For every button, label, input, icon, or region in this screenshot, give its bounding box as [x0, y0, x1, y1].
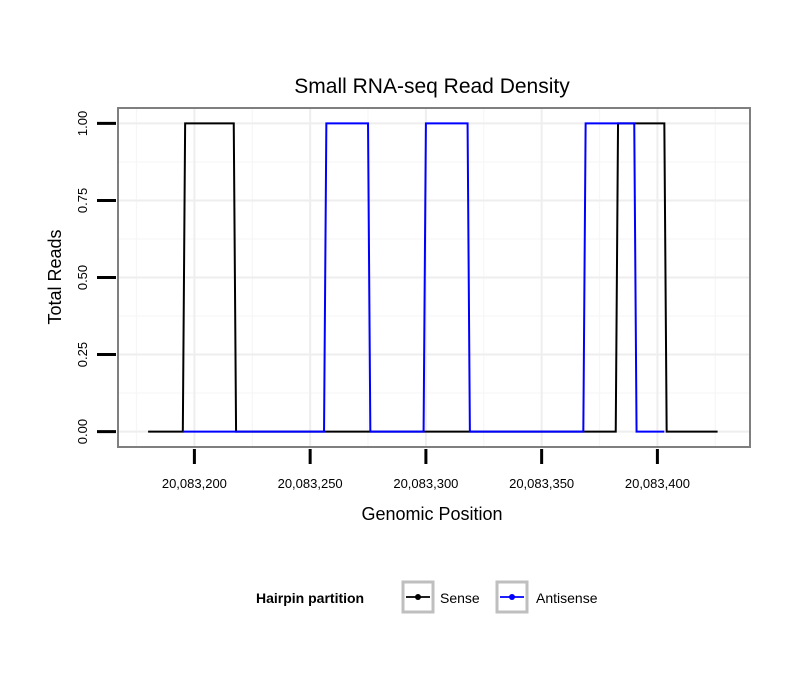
y-tick-label: 0.25 [75, 342, 90, 367]
legend-dot-sense [415, 594, 421, 600]
series-line-antisense [182, 122, 665, 433]
y-tick-label: 0.50 [75, 265, 90, 290]
legend: Hairpin partition Sense Antisense [256, 580, 598, 614]
x-axis-title: Genomic Position [361, 504, 502, 524]
x-tick-label: 20,083,200 [162, 476, 227, 491]
legend-label-sense: Sense [440, 590, 480, 606]
x-tick-label: 20,083,250 [278, 476, 343, 491]
x-axis: 20,083,200 20,083,250 20,083,300 20,083,350… [162, 449, 690, 491]
chart-title: Small RNA-seq Read Density [294, 75, 570, 98]
data-series [148, 122, 718, 433]
x-tick-label: 20,083,400 [625, 476, 690, 491]
y-tick-label: 1.00 [75, 111, 90, 136]
x-tick-label: 20,083,350 [509, 476, 574, 491]
legend-item-sense: Sense [401, 580, 480, 614]
y-axis: 0.00 0.25 0.50 0.75 1.00 [75, 111, 116, 444]
legend-label-antisense: Antisense [536, 590, 598, 606]
legend-dot-antisense [509, 594, 515, 600]
y-tick-label: 0.00 [75, 419, 90, 444]
y-axis-title: Total Reads [45, 229, 65, 324]
legend-title: Hairpin partition [256, 590, 364, 606]
series-line-sense [148, 122, 718, 433]
x-tick-label: 20,083,300 [393, 476, 458, 491]
y-tick-label: 0.75 [75, 188, 90, 213]
plot-border [117, 107, 751, 448]
legend-item-antisense: Antisense [495, 580, 598, 614]
